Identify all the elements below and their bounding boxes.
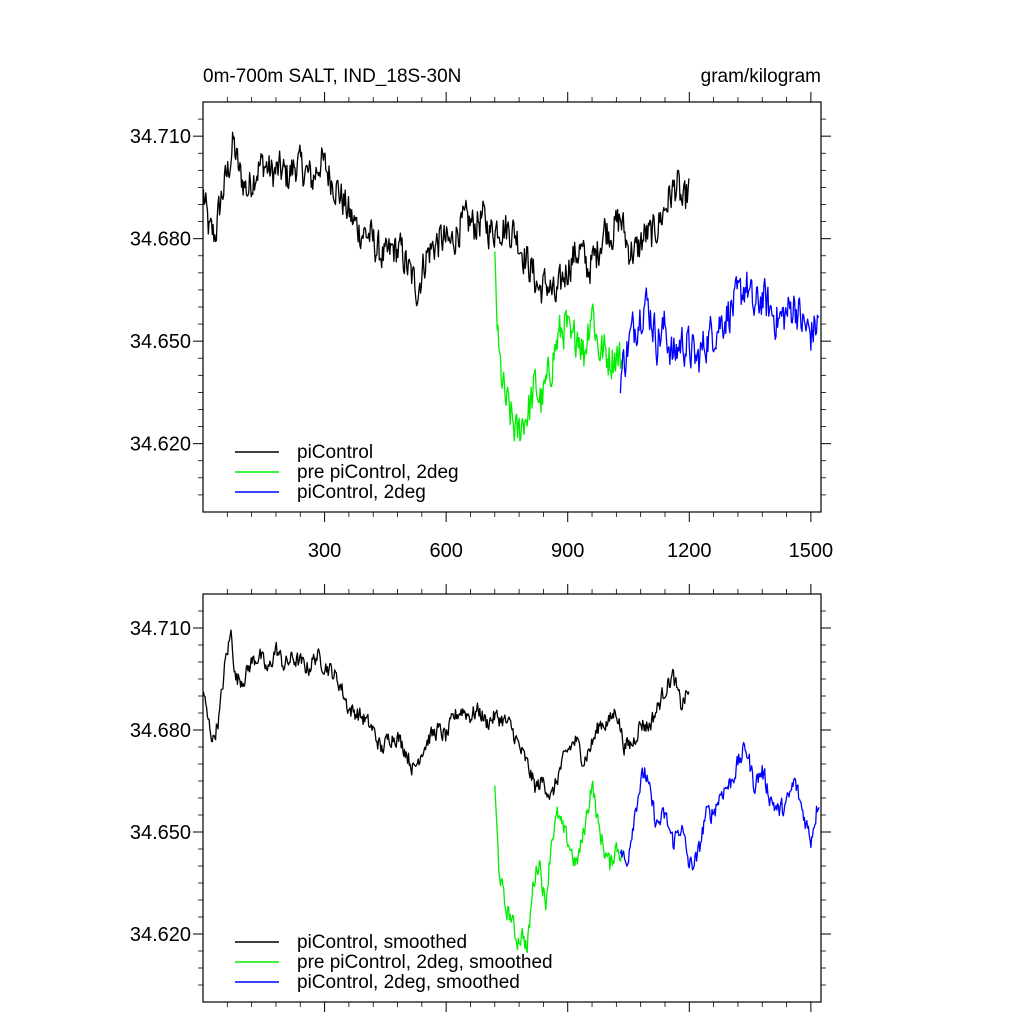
x-tick-label: 1500: [789, 540, 834, 562]
y-tick-label: 34.680: [130, 720, 191, 742]
series-line-1-1: [494, 780, 623, 954]
y-tick-label: 34.710: [130, 618, 191, 640]
legend-label: piControl, 2deg, smoothed: [297, 972, 520, 993]
legend-label: pre piControl, 2deg, smoothed: [297, 952, 553, 973]
series-line-0-1: [494, 251, 623, 442]
chart-units-label: gram/kilogram: [700, 66, 821, 87]
legend-label: piControl: [297, 442, 373, 463]
legend-label: piControl, 2deg: [297, 482, 426, 503]
x-tick-label: 1200: [667, 540, 712, 562]
y-tick-label: 34.620: [130, 434, 191, 456]
y-tick-label: 34.650: [130, 331, 191, 353]
y-tick-label: 34.650: [130, 822, 191, 844]
x-tick-label: 900: [551, 540, 584, 562]
top-panel: 300 600 900 1200 1500 34.620 34.650 34.680 34.71…: [130, 92, 833, 562]
x-tick-label: 600: [429, 540, 462, 562]
x-tick-label: 300: [308, 540, 341, 562]
plot-frame: [202, 593, 822, 1003]
y-tick-label: 34.680: [130, 229, 191, 251]
series-line-0-0: [202, 131, 690, 307]
chart-title-left: 0m-700m SALT, IND_18S-30N: [203, 66, 462, 87]
series-line-1-2: [619, 741, 820, 871]
y-tick-label: 34.620: [130, 924, 191, 946]
bottom-panel: 34.620 34.650 34.680 34.710 piControl, smoot…: [130, 584, 831, 1012]
series-line-1-0: [202, 629, 690, 800]
legend-label: pre piControl, 2deg: [297, 462, 459, 483]
y-tick-label: 34.710: [130, 126, 191, 148]
series-line-0-2: [619, 271, 820, 394]
legend-label: piControl, smoothed: [297, 932, 467, 953]
